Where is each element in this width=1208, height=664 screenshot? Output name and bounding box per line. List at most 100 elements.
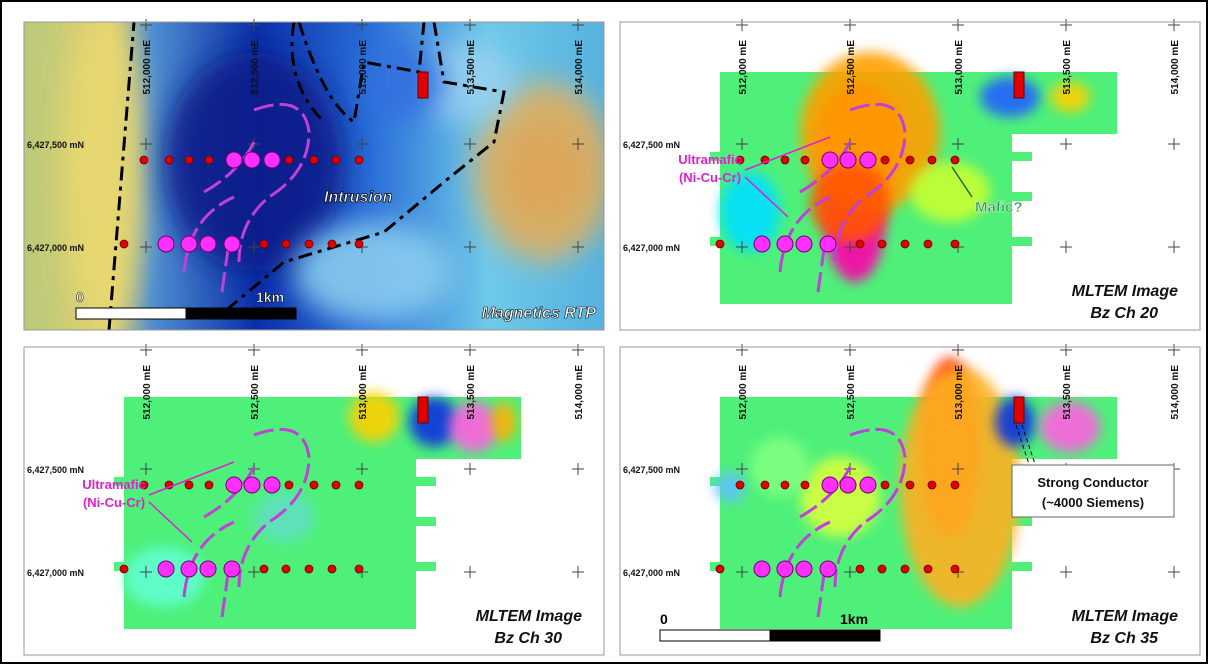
- panel-title: Magnetics RTP: [482, 305, 597, 322]
- drill-hole: [951, 240, 959, 248]
- easting-label: 512,000 mE: [142, 365, 153, 420]
- drill-hole: [881, 156, 889, 164]
- drill-hole: [716, 240, 724, 248]
- drill-hole: [906, 481, 914, 489]
- annotation: Ultramafic: [82, 477, 146, 492]
- target-hole: [181, 561, 197, 577]
- drill-hole: [305, 565, 313, 573]
- easting-label: 513,000 mE: [358, 40, 369, 95]
- drill-hole: [878, 565, 886, 573]
- drill-hole: [120, 240, 128, 248]
- em-tab: [1012, 237, 1032, 246]
- drill-hole: [355, 565, 363, 573]
- em-tab: [1012, 562, 1032, 571]
- northing-label: 6,427,000 mN: [27, 568, 84, 578]
- anomaly: [364, 42, 444, 122]
- drill-hole: [951, 156, 959, 164]
- target-hole: [840, 477, 856, 493]
- easting-label: 514,000 mE: [1170, 40, 1181, 95]
- drill-hole: [282, 240, 290, 248]
- figure: 512,000 mE 512,500 mE 513,000 mE 513,500 mE…: [0, 0, 1208, 664]
- tx-loop-marker: [1014, 72, 1024, 98]
- em-anomaly: [750, 437, 810, 497]
- target-hole: [860, 477, 876, 493]
- drill-hole: [332, 481, 340, 489]
- annotation: (Ni-Cu-Cr): [83, 495, 145, 510]
- target-hole: [224, 561, 240, 577]
- map-image: [24, 12, 614, 332]
- easting-label: 514,000 mE: [574, 40, 585, 95]
- annotation: (Ni-Cu-Cr): [679, 170, 741, 185]
- easting-label: 512,000 mE: [142, 40, 153, 95]
- target-hole: [796, 561, 812, 577]
- drill-hole: [716, 565, 724, 573]
- panel-title: Bz Ch 35: [1090, 630, 1159, 647]
- scale-bar-white: [76, 308, 186, 319]
- anomaly: [294, 222, 454, 322]
- drill-hole: [305, 240, 313, 248]
- drill-hole: [781, 481, 789, 489]
- drill-hole: [906, 156, 914, 164]
- target-hole: [777, 236, 793, 252]
- drill-hole: [924, 240, 932, 248]
- drill-hole: [355, 156, 363, 164]
- northing-label: 6,427,000 mN: [27, 243, 84, 253]
- northing-label: 6,427,000 mN: [623, 243, 680, 253]
- panel-title: Bz Ch 20: [1090, 305, 1158, 322]
- easting-label: 512,500 mE: [846, 40, 857, 95]
- em-anomaly: [980, 77, 1040, 117]
- drill-hole: [901, 240, 909, 248]
- easting-label: 513,500 mE: [466, 40, 477, 95]
- target-hole: [200, 236, 216, 252]
- em-anomaly: [254, 492, 314, 542]
- em-anomaly: [492, 402, 516, 442]
- tx-loop-marker: [418, 72, 428, 98]
- em-tab: [1012, 152, 1032, 161]
- map-panel: 512,000 mE 512,500 mE 513,000 mE 513,500 mE…: [24, 12, 614, 332]
- scale-bar-black: [186, 308, 296, 319]
- annotation: Mafic?: [975, 199, 1023, 216]
- drill-hole: [332, 156, 340, 164]
- panel-title: MLTEM Image: [1072, 608, 1178, 625]
- target-hole: [264, 152, 280, 168]
- em-anomaly: [800, 457, 880, 537]
- target-hole: [226, 152, 242, 168]
- drill-hole: [355, 240, 363, 248]
- em-tab: [416, 562, 436, 571]
- tx-loop-marker: [418, 397, 428, 423]
- easting-label: 513,500 mE: [466, 365, 477, 420]
- target-hole: [181, 236, 197, 252]
- drill-hole: [205, 481, 213, 489]
- drill-hole: [801, 156, 809, 164]
- drill-hole: [205, 156, 213, 164]
- drill-hole: [951, 481, 959, 489]
- target-hole: [820, 561, 836, 577]
- drill-hole: [761, 481, 769, 489]
- target-hole: [777, 561, 793, 577]
- panel-title: MLTEM Image: [476, 608, 582, 625]
- northing-label: 6,427,500 mN: [623, 465, 680, 475]
- drill-hole: [282, 565, 290, 573]
- northing-label: 6,427,500 mN: [27, 465, 84, 475]
- drill-hole: [928, 481, 936, 489]
- target-hole: [158, 236, 174, 252]
- drill-hole: [260, 240, 268, 248]
- drill-hole: [878, 240, 886, 248]
- tx-loop-marker: [1014, 397, 1024, 423]
- easting-label: 513,000 mE: [358, 365, 369, 420]
- northing-label: 6,427,500 mN: [27, 140, 84, 150]
- easting-label: 512,500 mE: [250, 40, 261, 95]
- drill-hole: [120, 565, 128, 573]
- drill-hole: [165, 156, 173, 164]
- drill-hole: [310, 156, 318, 164]
- easting-label: 512,000 mE: [738, 40, 749, 95]
- easting-label: 513,500 mE: [1062, 365, 1073, 420]
- drill-hole: [285, 481, 293, 489]
- easting-label: 514,000 mE: [574, 365, 585, 420]
- drill-hole: [185, 156, 193, 164]
- target-hole: [822, 477, 838, 493]
- drill-hole: [736, 481, 744, 489]
- target-hole: [200, 561, 216, 577]
- drill-hole: [856, 240, 864, 248]
